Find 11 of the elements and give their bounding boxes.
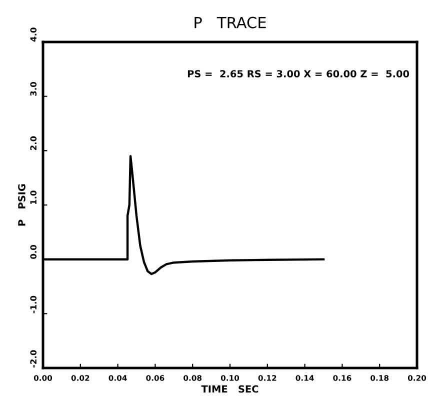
y-tick-label: 3.0 [30,82,37,96]
y-axis-title: P PSIG [18,184,26,226]
annotation: PS = 2.65 RS = 3.00 X = 60.00 Z = 5.00 [188,70,410,78]
y-tick-label: 2.0 [30,136,37,150]
y-tick-label: 4.0 [30,28,37,42]
y-tick-label: 1.0 [30,190,37,204]
y-tick-label: 0.0 [30,244,37,259]
y-tick-label: -1.0 [30,296,37,314]
x-axis-title: TIME SEC [201,385,258,393]
chart-title: P TRACE [194,16,266,28]
y-tick-label: -2.0 [30,350,37,368]
